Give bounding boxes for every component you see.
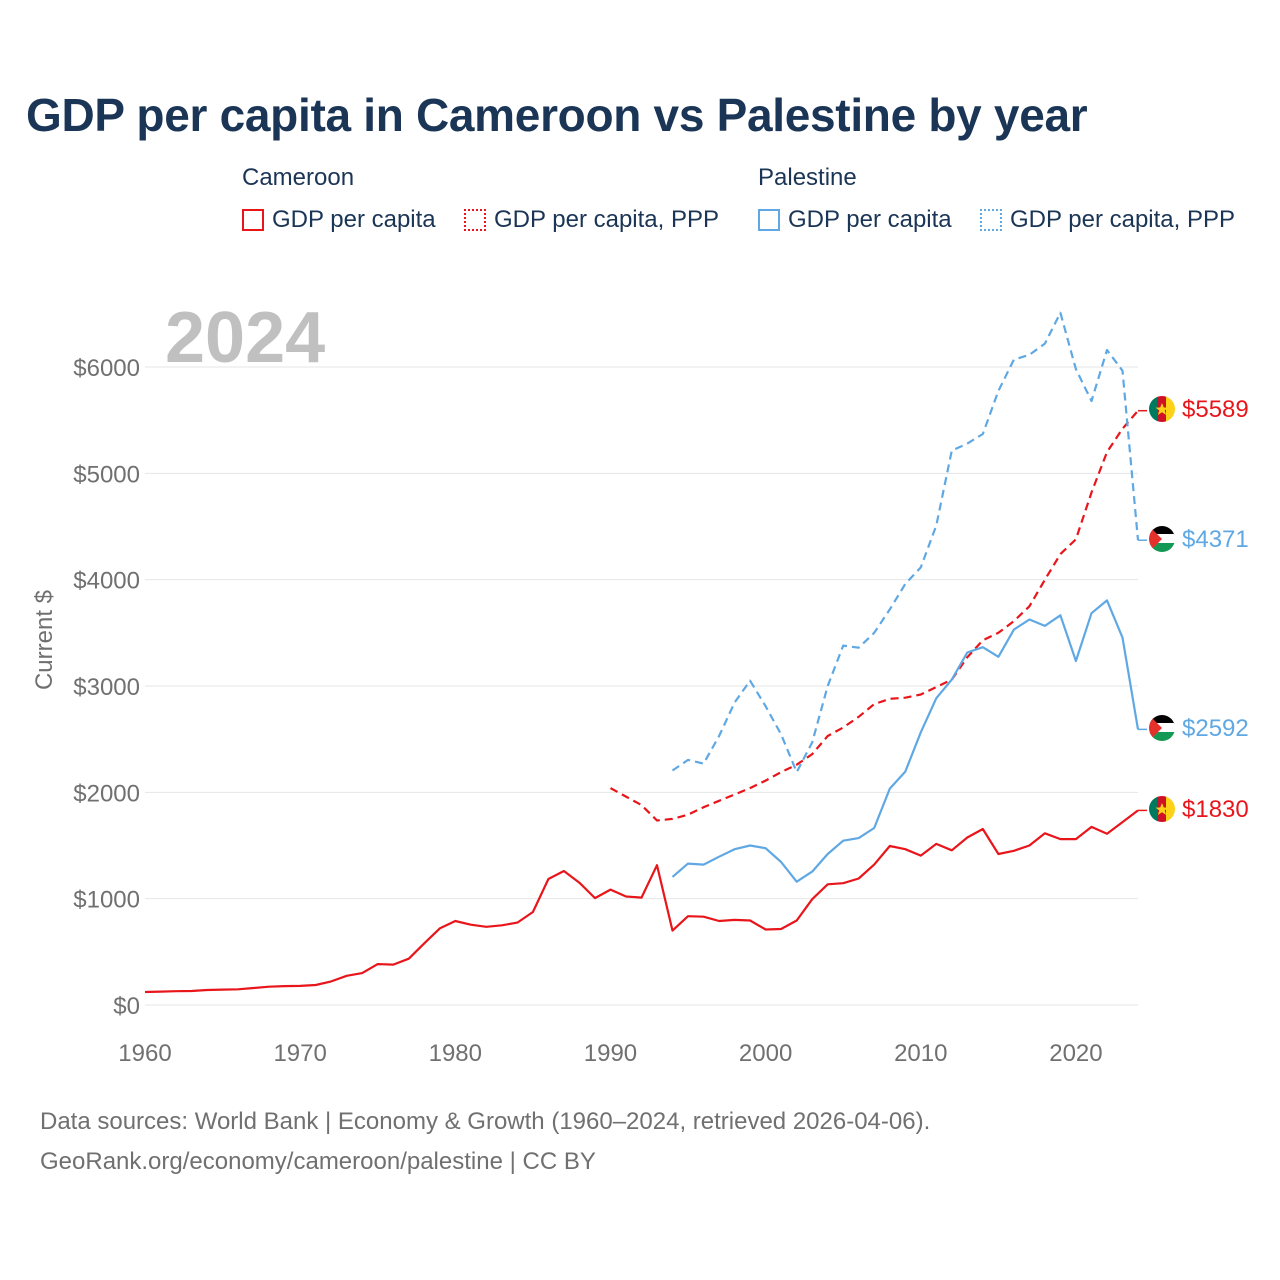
legend-group-cameroon: Cameroon — [242, 164, 355, 191]
legend-swatch-solid-blue — [758, 209, 780, 231]
legend-item-cameroon-gdp-ppp[interactable]: GDP per capita, PPP — [464, 206, 719, 234]
gridlines — [145, 366, 1138, 1006]
series-line-cameroon-solid — [144, 809, 1139, 994]
y-tick-label: $1000 — [73, 887, 140, 914]
x-tick-labels: 1960 1970 1980 1990 2000 2010 2020 — [118, 1040, 1102, 1067]
y-axis-label: Current $ — [31, 590, 58, 690]
x-tick-label: 1970 — [273, 1040, 326, 1067]
x-tick-label: 2010 — [894, 1040, 947, 1067]
footer-sources: Data sources: World Bank | Economy & Gro… — [40, 1108, 931, 1135]
year-watermark: 2024 — [165, 298, 325, 378]
legend-label: GDP per capita, PPP — [1010, 206, 1235, 233]
cameroon-flag-icon — [1149, 796, 1175, 822]
x-tick-label: 2000 — [739, 1040, 792, 1067]
y-tick-label: $6000 — [73, 355, 140, 382]
palestine-flag-icon — [1149, 526, 1175, 552]
y-tick-label: $0 — [113, 993, 140, 1020]
footer-attribution[interactable]: GeoRank.org/economy/cameroon/palestine |… — [40, 1148, 596, 1175]
end-label-cameroon-ppp: $5589 — [1182, 396, 1249, 423]
x-tick-label: 1960 — [118, 1040, 171, 1067]
legend-item-palestine-gdp-ppp[interactable]: GDP per capita, PPP — [980, 206, 1235, 234]
y-tick-label: $5000 — [73, 461, 140, 488]
legend-swatch-dotted-blue — [980, 209, 1002, 231]
y-tick-label: $2000 — [73, 780, 140, 807]
end-label-palestine-ppp: $4371 — [1182, 526, 1249, 553]
legend-label: GDP per capita — [788, 206, 952, 233]
legend-item-cameroon-gdp[interactable]: GDP per capita — [242, 206, 436, 234]
legend-swatch-dotted-red — [464, 209, 486, 231]
chart-title: GDP per capita in Cameroon vs Palestine … — [26, 89, 1088, 141]
series-line-palestine-dashed — [671, 311, 1140, 774]
x-tick-label: 2020 — [1049, 1040, 1102, 1067]
series-line-cameroon-dashed — [609, 409, 1139, 822]
series-lines — [144, 311, 1147, 994]
x-tick-label: 1980 — [429, 1040, 482, 1067]
series-line-palestine-solid — [671, 599, 1140, 883]
legend-swatch-solid-red — [242, 209, 264, 231]
palestine-flag-icon — [1149, 715, 1175, 741]
legend-item-palestine-gdp[interactable]: GDP per capita — [758, 206, 952, 234]
legend-group-palestine: Palestine — [758, 164, 857, 191]
cameroon-flag-icon — [1149, 396, 1175, 422]
x-tick-label: 1990 — [584, 1040, 637, 1067]
y-tick-label: $4000 — [73, 568, 140, 595]
end-label-cameroon-gdp: $1830 — [1182, 796, 1249, 823]
y-tick-label: $3000 — [73, 674, 140, 701]
end-label-palestine-gdp: $2592 — [1182, 715, 1249, 742]
y-tick-labels: $0 $1000 $2000 $3000 $4000 $5000 $6000 — [73, 355, 140, 1020]
legend-label: GDP per capita, PPP — [494, 206, 719, 233]
legend-label: GDP per capita — [272, 206, 436, 233]
